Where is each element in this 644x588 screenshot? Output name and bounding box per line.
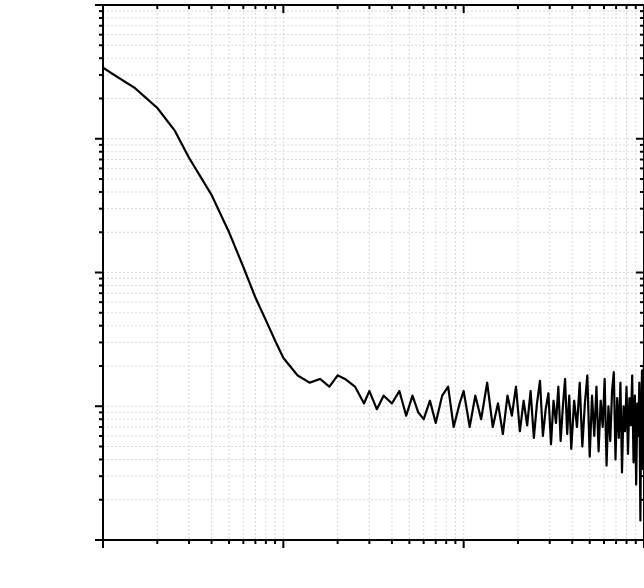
line-chart [0,0,644,588]
chart-svg [0,0,644,588]
